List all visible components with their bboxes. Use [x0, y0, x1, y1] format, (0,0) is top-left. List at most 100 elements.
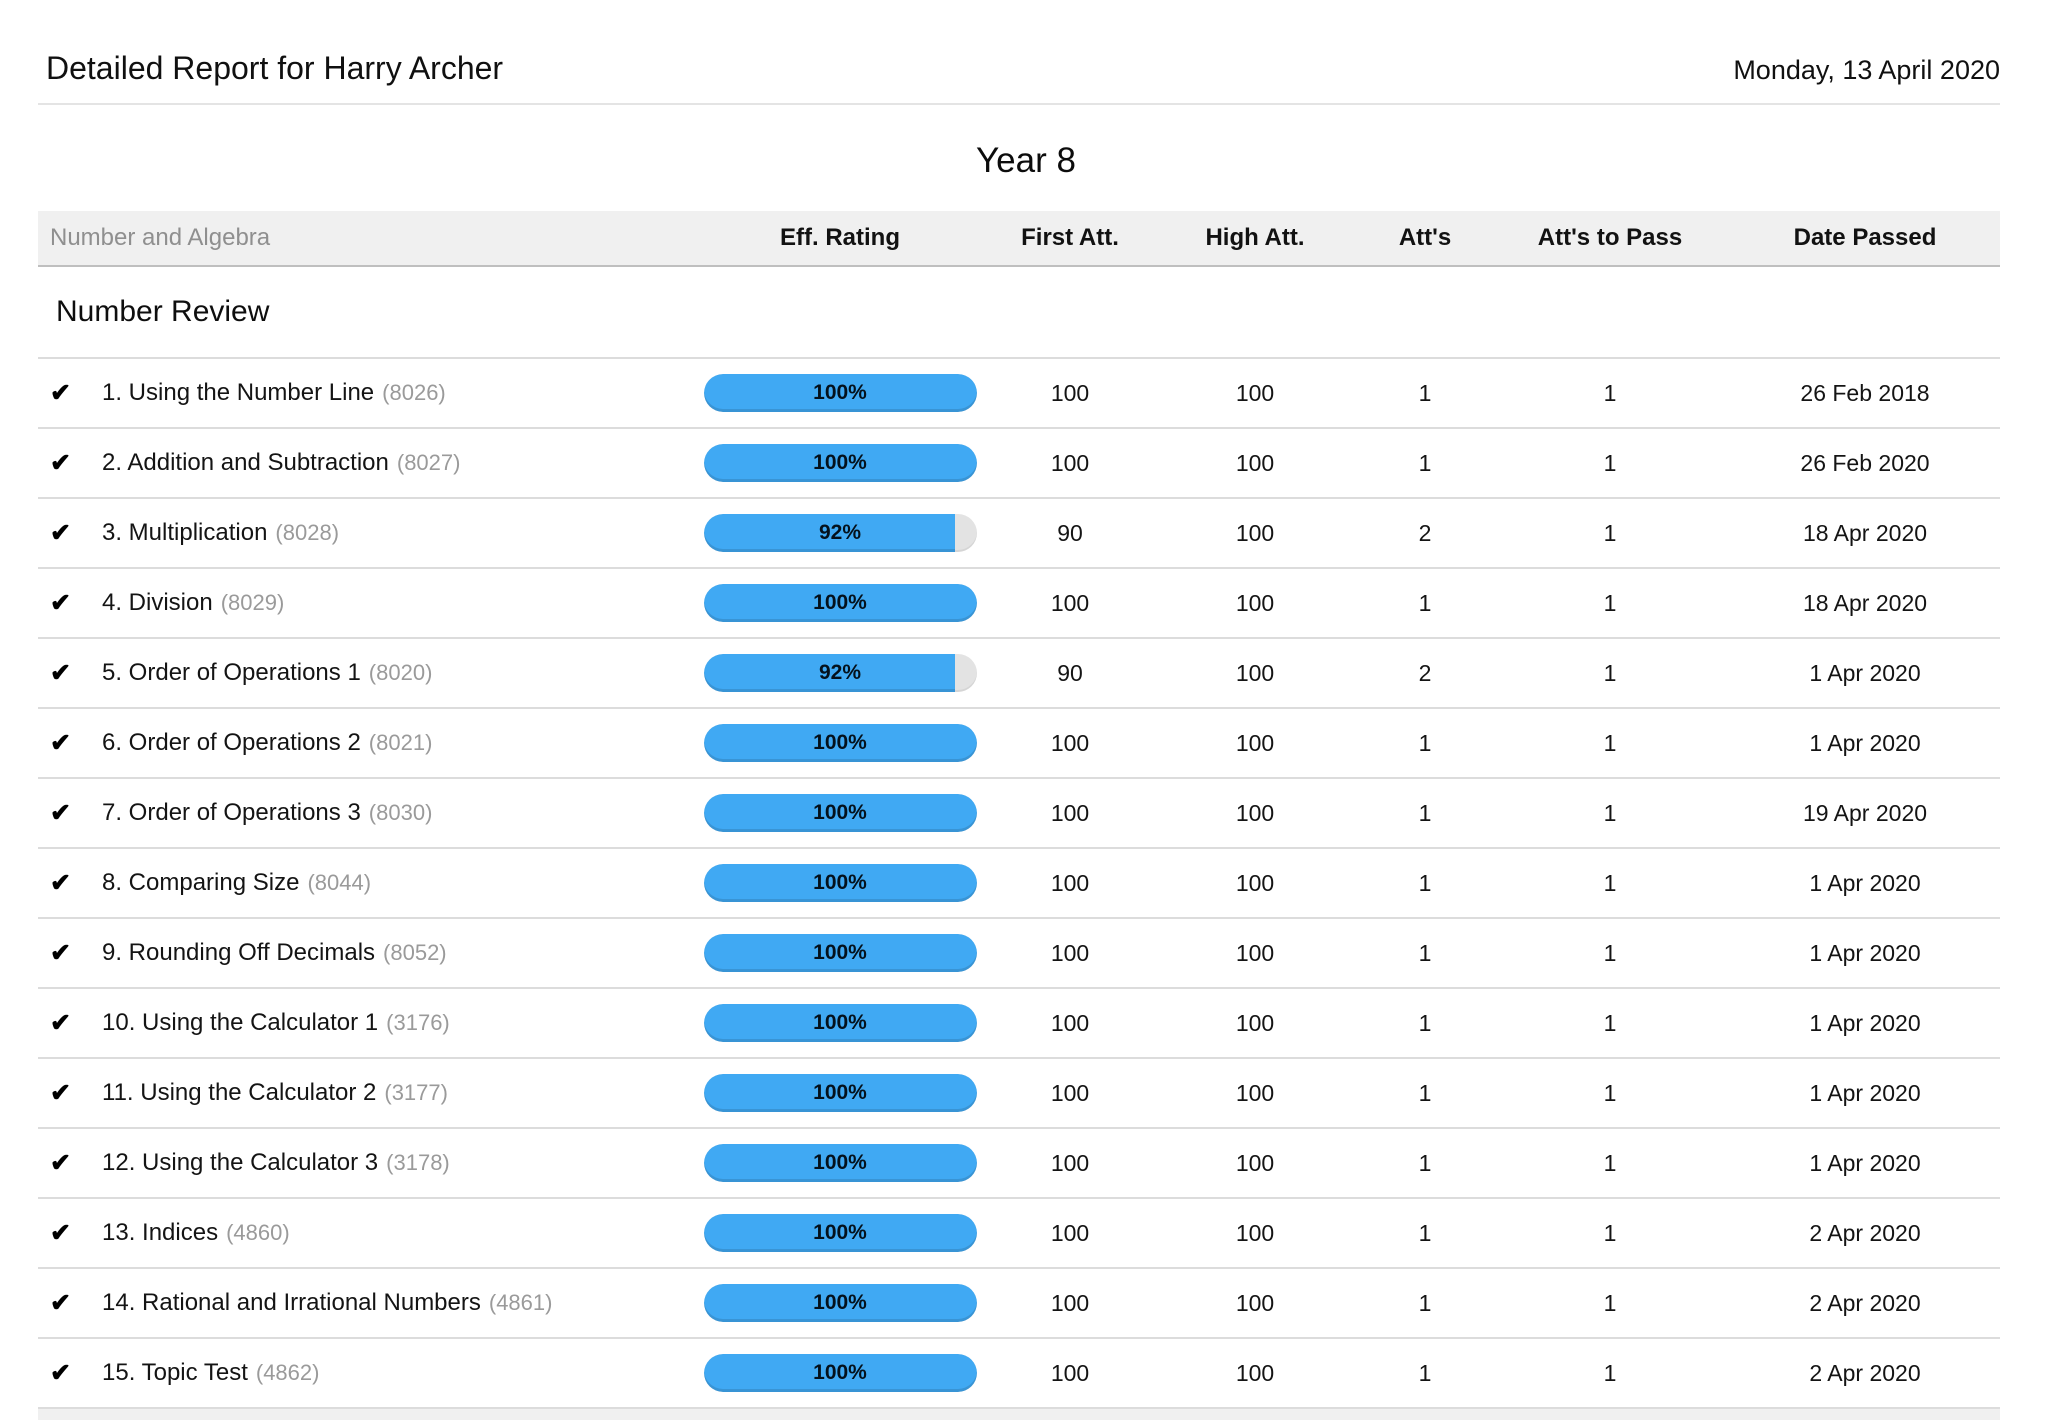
atts-to-pass-value: 1: [1603, 1219, 1617, 1246]
rating-percent-label: 100%: [813, 451, 867, 474]
lesson-name-cell: ✔ 6. Order of Operations 2 (8021): [38, 728, 690, 758]
lesson-code: (8029): [220, 590, 285, 615]
high-att-value: 100: [1235, 799, 1275, 826]
lesson-code: (3178): [386, 1150, 450, 1175]
lesson-name-cell: ✔ 13. Indices (4860): [38, 1218, 690, 1248]
passed-check-icon: ✔: [50, 379, 71, 407]
next-section-band: [38, 1409, 2000, 1420]
lesson-code: (3176): [386, 1010, 450, 1035]
rating-progress-fill: [703, 1214, 977, 1252]
table-row: ✔ 4. Division (8029) 100% 100 100 1 1 18 Apr 202…: [38, 569, 2000, 639]
rating-progress-fill: [703, 444, 977, 482]
atts-to-pass-value: 1: [1603, 729, 1617, 756]
column-header-high-att: High Att.: [1205, 224, 1305, 251]
lesson-name-cell: ✔ 2. Addition and Subtraction (8027): [38, 448, 690, 478]
atts-value: 1: [1418, 729, 1432, 756]
atts-to-pass-value: 1: [1603, 1359, 1617, 1386]
high-att-value: 100: [1235, 379, 1275, 406]
first-att-value: 100: [1050, 799, 1090, 826]
strand-label: Number and Algebra: [50, 224, 271, 251]
atts-to-pass-value: 1: [1603, 659, 1617, 686]
table-row: ✔ 11. Using the Calculator 2 (3177) 100% 100…: [38, 1059, 2000, 1129]
rating-percent-label: 100%: [813, 1221, 867, 1244]
lesson-code: (8026): [382, 380, 446, 405]
table-header-row: Number and Algebra Eff. Rating First Att…: [38, 211, 2000, 267]
atts-value: 1: [1418, 379, 1432, 406]
first-att-value: 90: [1057, 659, 1083, 686]
date-passed-value: 1 Apr 2020: [1809, 1079, 1921, 1106]
eff-rating-cell: 100%: [690, 584, 990, 622]
passed-check-icon: ✔: [50, 1009, 71, 1037]
lesson-name: 8. Comparing Size: [102, 869, 300, 896]
lesson-name-cell: ✔ 9. Rounding Off Decimals (8052): [38, 938, 690, 968]
atts-to-pass-value: 1: [1603, 519, 1617, 546]
eff-rating-cell: 100%: [690, 1144, 990, 1182]
eff-rating-cell: 100%: [690, 374, 990, 412]
rating-percent-label: 92%: [818, 521, 862, 544]
eff-rating-cell: 100%: [690, 1214, 990, 1252]
table-row: ✔ 2. Addition and Subtraction (8027) 100% 10…: [38, 429, 2000, 499]
eff-rating-cell: 100%: [690, 1354, 990, 1392]
eff-rating-cell: 100%: [690, 444, 990, 482]
rating-progress-bar: 100%: [703, 1284, 977, 1322]
table-row: ✔ 5. Order of Operations 1 (8020) 92% 90 100 2…: [38, 639, 2000, 709]
rating-progress-bar: 92%: [703, 654, 977, 692]
table-row: ✔ 8. Comparing Size (8044) 100% 100 100 1 1 1 Ap…: [38, 849, 2000, 919]
lesson-code: (3177): [384, 1080, 448, 1105]
lesson-code: (8028): [275, 520, 340, 545]
lesson-code: (8021): [368, 730, 433, 755]
high-att-value: 100: [1235, 1219, 1275, 1246]
rating-percent-label: 100%: [813, 1011, 867, 1034]
first-att-value: 100: [1050, 1219, 1090, 1246]
rating-percent-label: 100%: [813, 871, 867, 894]
rating-percent-label: 100%: [813, 731, 867, 754]
atts-value: 1: [1418, 939, 1432, 966]
rating-progress-fill: [703, 724, 977, 762]
rating-percent-label: 100%: [813, 381, 867, 404]
rating-progress-bar: 100%: [703, 1214, 977, 1252]
lesson-name-cell: ✔ 3. Multiplication (8028): [38, 518, 690, 548]
table-row: ✔ 15. Topic Test (4862) 100% 100 100 1 1 2 Apr 2…: [38, 1339, 2000, 1409]
atts-to-pass-value: 1: [1603, 379, 1617, 406]
lesson-name: 11. Using the Calculator 2: [102, 1079, 377, 1106]
high-att-value: 100: [1235, 519, 1275, 546]
table-row: ✔ 13. Indices (4860) 100% 100 100 1 1 2 Apr 2020: [38, 1199, 2000, 1269]
atts-value: 1: [1418, 799, 1432, 826]
column-header-first-att: First Att.: [1021, 224, 1119, 251]
first-att-value: 100: [1050, 1289, 1090, 1316]
lesson-name: 2. Addition and Subtraction: [102, 449, 389, 476]
atts-to-pass-value: 1: [1603, 1149, 1617, 1176]
date-passed-value: 1 Apr 2020: [1809, 729, 1921, 756]
lesson-code: (8027): [396, 450, 461, 475]
high-att-value: 100: [1235, 589, 1275, 616]
rating-progress-fill: [703, 514, 955, 552]
column-header-eff-rating: Eff. Rating: [780, 224, 900, 251]
passed-check-icon: ✔: [50, 1289, 71, 1317]
first-att-value: 100: [1050, 729, 1090, 756]
atts-value: 1: [1418, 1289, 1432, 1316]
high-att-value: 100: [1235, 1359, 1275, 1386]
rating-progress-bar: 100%: [703, 934, 977, 972]
first-att-value: 100: [1050, 1359, 1090, 1386]
atts-value: 1: [1418, 1359, 1432, 1386]
table-row: ✔ 14. Rational and Irrational Numbers (486…: [38, 1269, 2000, 1339]
atts-to-pass-value: 1: [1603, 939, 1617, 966]
eff-rating-cell: 100%: [690, 1004, 990, 1042]
lesson-name-cell: ✔ 15. Topic Test (4862): [38, 1358, 690, 1388]
lesson-code: (8030): [368, 800, 433, 825]
first-att-value: 100: [1050, 1149, 1090, 1176]
eff-rating-cell: 100%: [690, 794, 990, 832]
atts-to-pass-value: 1: [1603, 869, 1617, 896]
high-att-value: 100: [1235, 1149, 1275, 1176]
atts-value: 1: [1418, 449, 1432, 476]
report-date: Monday, 13 April 2020: [1733, 55, 2000, 85]
lesson-name-cell: ✔ 10. Using the Calculator 1 (3176): [38, 1008, 690, 1038]
rating-percent-label: 100%: [813, 1361, 867, 1384]
high-att-value: 100: [1235, 1289, 1275, 1316]
column-header-atts-to-pass: Att's to Pass: [1537, 224, 1683, 251]
table-row: ✔ 6. Order of Operations 2 (8021) 100% 100 10…: [38, 709, 2000, 779]
lesson-name: 5. Order of Operations 1: [102, 659, 361, 686]
rating-progress-fill: [703, 794, 977, 832]
first-att-value: 100: [1050, 589, 1090, 616]
column-header-date-passed: Date Passed: [1793, 224, 1937, 251]
